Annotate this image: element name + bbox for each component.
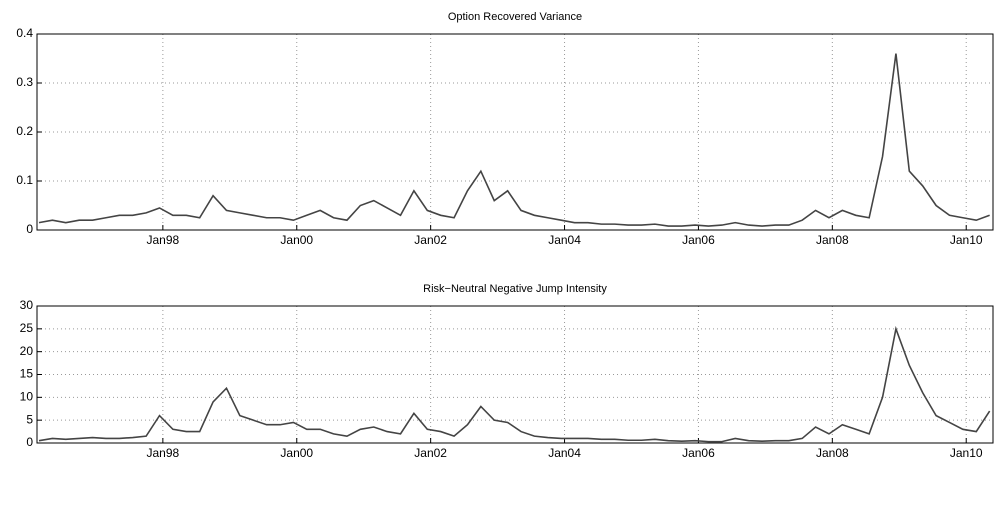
chart-title: Risk−Neutral Negative Jump Intensity: [423, 283, 607, 295]
y-tick-label: 30: [20, 298, 34, 312]
y-tick-label: 0.4: [16, 26, 33, 40]
x-tick-label: Jan02: [414, 446, 447, 460]
chart-title: Option Recovered Variance: [448, 11, 582, 23]
x-tick-label: Jan04: [548, 446, 581, 460]
y-tick-label: 25: [20, 321, 34, 335]
x-tick-label: Jan02: [414, 233, 447, 247]
x-tick-label: Jan10: [950, 446, 983, 460]
data-line: [38, 53, 990, 227]
y-tick-label: 20: [20, 344, 34, 358]
y-tick-label: 15: [20, 367, 34, 381]
x-tick-label: Jan10: [950, 233, 983, 247]
x-tick-label: Jan08: [816, 233, 849, 247]
y-tick-label: 0.2: [16, 124, 33, 138]
y-tick-label: 0.3: [16, 75, 33, 89]
y-tick-label: 0: [26, 222, 33, 236]
y-tick-label: 0.1: [16, 173, 33, 187]
x-tick-label: Jan00: [280, 233, 313, 247]
x-tick-label: Jan06: [682, 233, 715, 247]
data-line: [38, 325, 991, 443]
x-tick-label: Jan06: [682, 446, 715, 460]
x-tick-label: Jan04: [548, 233, 581, 247]
plot-frame: [36, 33, 994, 231]
y-tick-label: 5: [26, 412, 33, 426]
x-tick-label: Jan08: [816, 446, 849, 460]
x-tick-label: Jan00: [280, 446, 313, 460]
plot-frame: [36, 305, 994, 444]
y-tick-label: 10: [20, 390, 34, 404]
x-tick-label: Jan98: [147, 446, 180, 460]
x-tick-label: Jan98: [147, 233, 180, 247]
y-tick-label: 0: [26, 435, 33, 449]
